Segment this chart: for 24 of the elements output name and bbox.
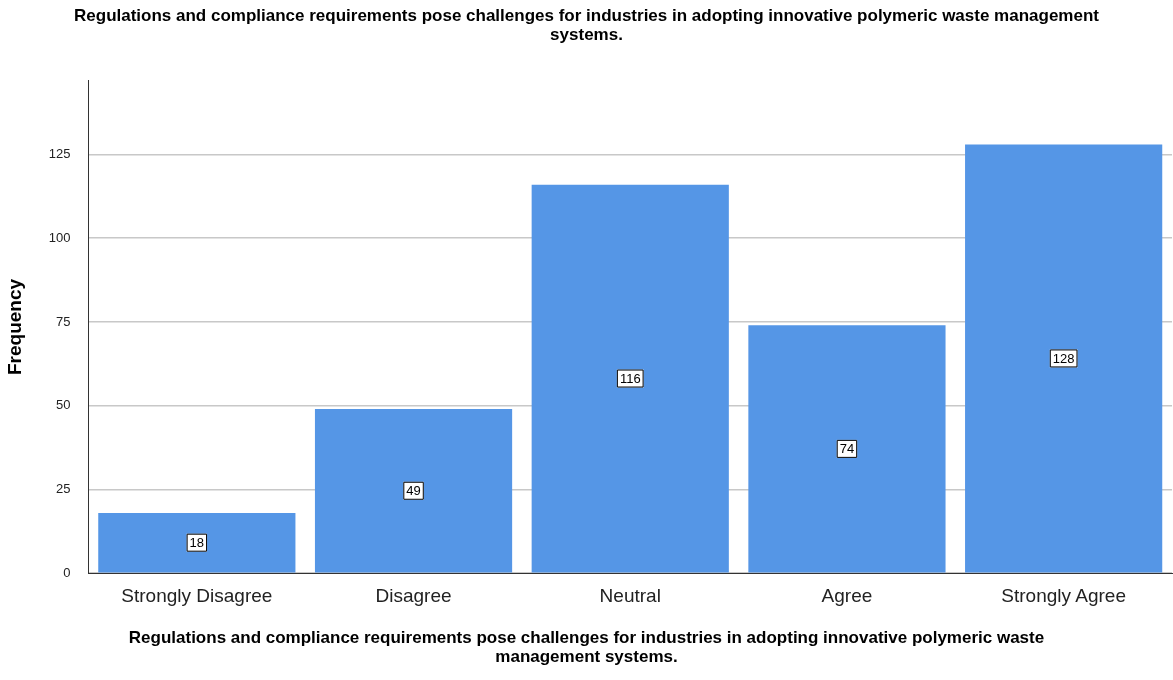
bar: [98, 512, 296, 573]
chart-title: Regulations and compliance requirements pose challenges for industries in adopting innovative polymeric waste management systems.: [73, 6, 1100, 44]
x-axis-title: Regulations and compliance requirements pose challenges for industries in adopting innovative polymeric waste management systems.: [127, 628, 1046, 666]
y-tick-label: 75: [56, 313, 71, 329]
y-tick-label: 25: [56, 481, 71, 497]
data-label: 128: [1052, 351, 1075, 367]
bar: [748, 325, 946, 573]
bar: [965, 144, 1163, 573]
data-label: 116: [619, 371, 641, 387]
bar: [314, 409, 513, 573]
x-tick-label: Strongly Agree: [1001, 584, 1126, 606]
y-tick-label: 50: [56, 397, 71, 413]
x-tick-label: Neutral: [599, 584, 661, 606]
y-tick-label: 0: [63, 564, 71, 580]
x-tick-label: Agree: [821, 584, 873, 606]
y-tick-label: 125: [48, 146, 71, 162]
x-tick-label: Disagree: [375, 584, 452, 606]
data-label: 18: [189, 535, 205, 551]
data-label: 49: [406, 483, 421, 499]
bar: [531, 184, 729, 573]
data-label: 74: [839, 441, 855, 457]
y-tick-label: 100: [48, 229, 71, 245]
y-axis-title: Frequency: [3, 278, 25, 376]
x-tick-label: Strongly Disagree: [121, 584, 273, 606]
